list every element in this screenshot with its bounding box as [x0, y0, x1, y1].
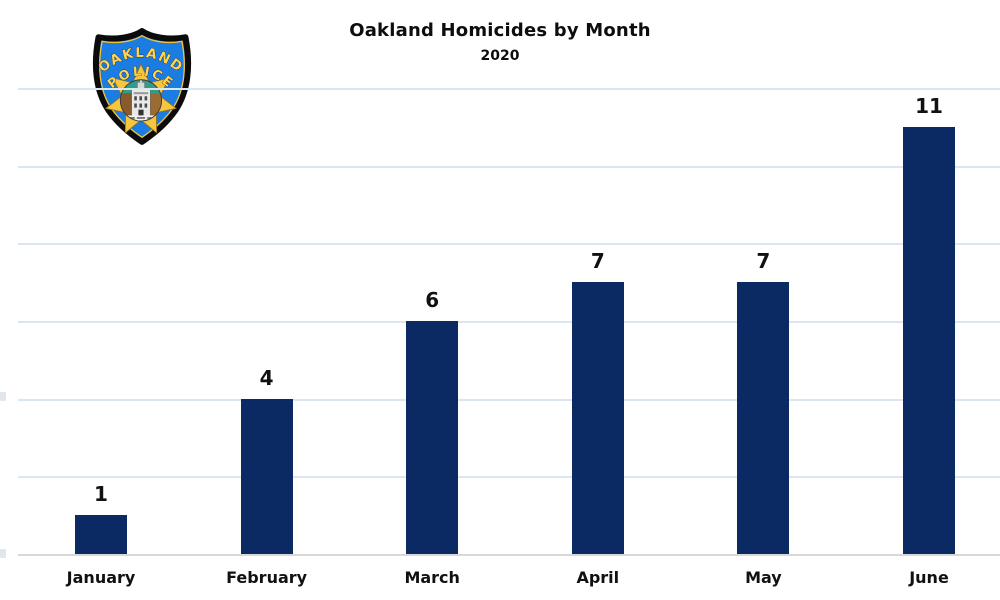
value-label-february: 4: [259, 365, 274, 390]
bar-april: [571, 282, 624, 554]
cropped-y-axis-label-remnant: [0, 549, 6, 558]
bar-june: [903, 126, 955, 554]
gridline: [18, 243, 1000, 246]
x-axis-label-february: February: [226, 568, 308, 587]
x-axis-label-june: June: [909, 568, 949, 587]
chart-title: Oakland Homicides by Month: [349, 20, 651, 41]
oakland-police-badge: OAKLAND POLICE: [92, 28, 192, 145]
x-axis-label-march: March: [404, 568, 460, 587]
bar-march: [406, 321, 459, 554]
x-axis-baseline: [18, 554, 1000, 556]
bar-may: [737, 282, 790, 554]
badge-medallion-ring: [119, 79, 163, 122]
gridline: [18, 165, 1000, 168]
x-axis-label-april: April: [576, 568, 620, 587]
value-label-may: 7: [756, 249, 771, 274]
value-label-april: 7: [590, 249, 605, 274]
gridline: [18, 476, 1000, 479]
cropped-y-axis-label-remnant: [0, 392, 6, 401]
x-axis-label-may: May: [745, 568, 782, 587]
x-axis-label-january: January: [66, 568, 136, 587]
value-label-january: 1: [94, 482, 108, 507]
value-label-march: 6: [425, 288, 440, 312]
gridline: [18, 398, 1000, 401]
bar-january: [75, 515, 127, 554]
value-label-june: 11: [915, 93, 943, 118]
bar-february: [240, 398, 293, 554]
gridline: [18, 321, 1000, 323]
badge-center-scene: [120, 79, 162, 122]
chart-subtitle: 2020: [480, 48, 520, 64]
gridline: [18, 88, 1000, 90]
badge-gold-trim: [99, 34, 185, 139]
